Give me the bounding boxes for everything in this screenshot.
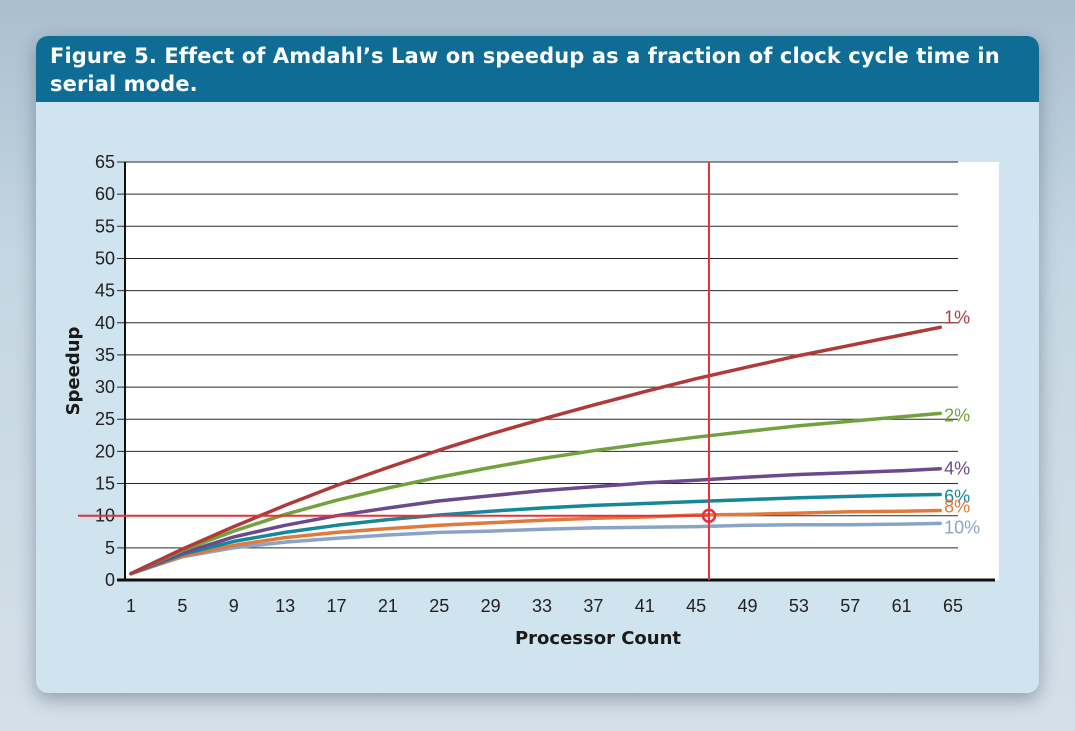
series-label-8pct: 8% (944, 497, 970, 517)
x-tick-label: 33 (532, 596, 552, 616)
x-tick-label: 9 (229, 596, 239, 616)
figure-title: Figure 5. Effect of Amdahl’s Law on spee… (36, 36, 1039, 102)
series-line-1pct (129, 325, 942, 576)
y-tick-label: 60 (95, 184, 115, 204)
series-label-6pct: 6% (944, 486, 970, 506)
y-tick-label: 35 (95, 345, 115, 365)
x-tick-label: 57 (840, 596, 860, 616)
y-tick-label: 45 (95, 281, 115, 301)
y-axis-title: Speedup (63, 326, 84, 415)
x-tick-label: 29 (481, 596, 501, 616)
intersection-marker (701, 508, 717, 523)
series-label-1pct: 1% (944, 307, 970, 327)
x-tick-label: 41 (635, 596, 655, 616)
x-tick-label: 49 (737, 596, 757, 616)
y-tick-label: 25 (95, 409, 115, 429)
series-line-4pct (129, 466, 942, 576)
x-tick-label: 65 (943, 596, 963, 616)
series-line-6pct (129, 492, 942, 576)
y-tick-label: 65 (95, 152, 115, 172)
series-line-8pct (129, 508, 942, 576)
y-tick-label: 50 (95, 248, 115, 268)
y-tick-label: 30 (95, 377, 115, 397)
x-tick-label: 5 (177, 596, 187, 616)
y-tick-label: 15 (95, 474, 115, 494)
series-label-4pct: 4% (944, 459, 970, 479)
x-tick-label: 13 (275, 596, 295, 616)
x-axis-title: Processor Count (515, 628, 681, 649)
y-tick-label: 20 (95, 441, 115, 461)
x-tick-label: 53 (789, 596, 809, 616)
x-tick-label: 1 (126, 596, 136, 616)
x-tick-label: 21 (378, 596, 398, 616)
x-tick-label: 37 (583, 596, 603, 616)
y-tick-label: 40 (95, 313, 115, 333)
x-tick-label: 25 (429, 596, 449, 616)
series-line-2pct (129, 411, 942, 576)
x-tick-label: 61 (892, 596, 912, 616)
series-label-10pct: 10% (944, 517, 980, 537)
y-tick-label: 0 (105, 570, 115, 590)
y-tick-label: 5 (105, 538, 115, 558)
x-tick-label: 17 (326, 596, 346, 616)
x-tick-label: 45 (686, 596, 706, 616)
series-line-10pct (129, 521, 942, 576)
series-label-2pct: 2% (944, 405, 970, 425)
y-tick-label: 55 (95, 216, 115, 236)
